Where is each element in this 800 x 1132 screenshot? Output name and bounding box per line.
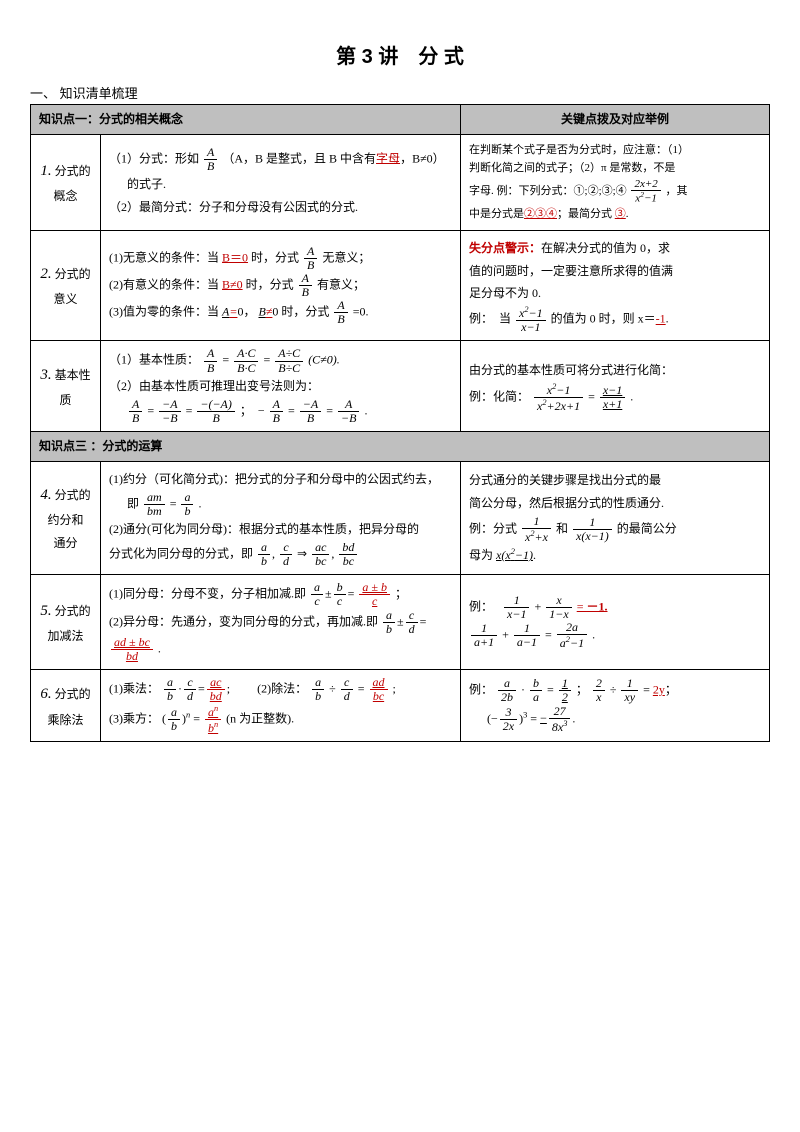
row6-note: 例： a2b · ba = 12 ； 2x ÷ 1xy = 2y； (−32x)… — [461, 670, 770, 742]
page-title: 第 3 讲 分 式 — [30, 40, 770, 69]
header-row-3: 知识点三 ：分式的运算 — [31, 432, 770, 462]
row-2: 2. 分式的 意义 (1)无意义的条件：当 B＝0 时，分式 AB 无意义； (… — [31, 230, 770, 341]
row5-content: (1)同分母：分母不变，分子相加减.即 ac±bc= a ± bc ； (2)异… — [101, 575, 461, 670]
hdr-right: 关键点拨及对应举例 — [461, 105, 770, 135]
row4-label: 4. 分式的 约分和 通分 — [31, 461, 101, 574]
row5-note: 例： 1x−1 + x1−x = －1. 1a+1 + 1a−1 = 2aa2−… — [461, 575, 770, 670]
row2-content: (1)无意义的条件：当 B＝0 时，分式 AB 无意义； (2)有意义的条件：当… — [101, 230, 461, 341]
row-4: 4. 分式的 约分和 通分 (1)约分（可化简分式)：把分式的分子和分母中的公因… — [31, 461, 770, 574]
row3-label: 3. 基本性 质 — [31, 341, 101, 432]
row3-note: 由分式的基本性质可将分式进行化简： 例：化简： x2−1x2+2x+1 = x−… — [461, 341, 770, 432]
hdr-section3: 知识点三 ：分式的运算 — [31, 432, 770, 462]
row-5: 5. 分式的 加减法 (1)同分母：分母不变，分子相加减.即 ac±bc= a … — [31, 575, 770, 670]
row-6: 6. 分式的 乘除法 (1)乘法： ab·cd=acbd; (2)除法： ab … — [31, 670, 770, 742]
main-table: 知识点一：分式的相关概念 关键点拨及对应举例 1. 分式的 概念 （1）分式：形… — [30, 104, 770, 742]
section-heading: 一、 知识清单梳理 — [30, 83, 770, 102]
row2-label: 2. 分式的 意义 — [31, 230, 101, 341]
row2-note: 失分点警示：在解决分式的值为 0，求 值的问题时，一定要注意所求得的值满 足分母… — [461, 230, 770, 341]
header-row-1: 知识点一：分式的相关概念 关键点拨及对应举例 — [31, 105, 770, 135]
row1-content: （1）分式：形如 AB （A，B 是整式，且 B 中含有字母，B≠0） 的式子.… — [101, 134, 461, 230]
row4-note: 分式通分的关键步骤是找出分式的最 简公分母，然后根据分式的性质通分. 例：分式 … — [461, 461, 770, 574]
row1-note: 在判断某个式子是否为分式时，应注意：（1） 判断化简之间的式子；（2）π 是常数… — [461, 134, 770, 230]
row6-content: (1)乘法： ab·cd=acbd; (2)除法： ab ÷ cd = adbc… — [101, 670, 461, 742]
row1-label: 1. 分式的 概念 — [31, 134, 101, 230]
row5-label: 5. 分式的 加减法 — [31, 575, 101, 670]
row-3: 3. 基本性 质 （1）基本性质： AB = A·CB·C = A÷CB÷C (… — [31, 341, 770, 432]
row-1: 1. 分式的 概念 （1）分式：形如 AB （A，B 是整式，且 B 中含有字母… — [31, 134, 770, 230]
row4-content: (1)约分（可化简分式)：把分式的分子和分母中的公因式约去， 即 ambm = … — [101, 461, 461, 574]
row6-label: 6. 分式的 乘除法 — [31, 670, 101, 742]
row3-content: （1）基本性质： AB = A·CB·C = A÷CB÷C (C≠0). （2）… — [101, 341, 461, 432]
hdr-left: 知识点一：分式的相关概念 — [31, 105, 461, 135]
